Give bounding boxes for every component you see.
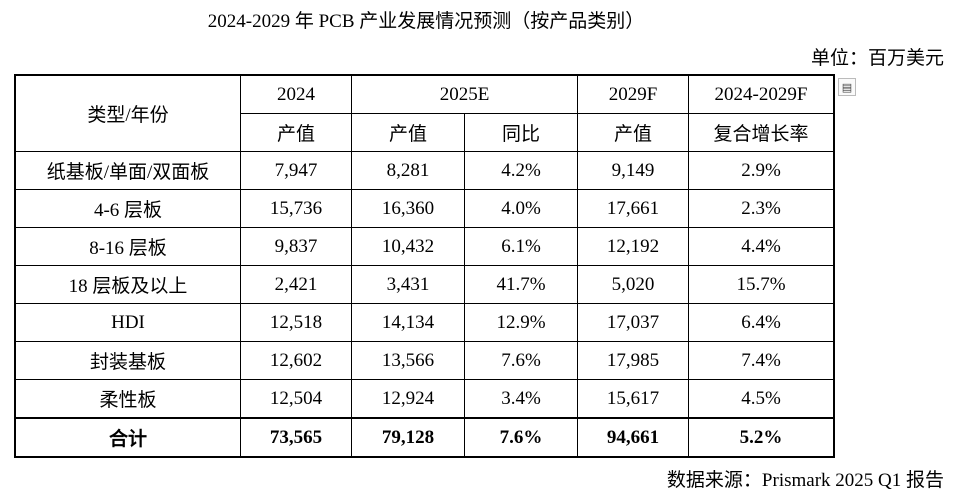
header-2024: 2024	[240, 74, 352, 114]
total-type: 合计	[14, 417, 241, 458]
cell-type: 封装基板	[14, 341, 241, 380]
cell-yoy: 7.6%	[464, 341, 578, 380]
header-2029f: 2029F	[577, 74, 689, 114]
table-row: 纸基板/单面/双面板 7,947 8,281 4.2% 9,149 2.9%	[14, 151, 835, 190]
table-row: 18 层板及以上 2,421 3,431 41.7% 5,020 15.7%	[14, 265, 835, 304]
header-row-1: 类型/年份 2024 2025E 2029F 2024-2029F	[14, 74, 835, 152]
cell-yoy: 4.2%	[464, 151, 578, 190]
cell-2029: 17,985	[577, 341, 689, 380]
cell-2029: 17,661	[577, 189, 689, 228]
cell-cagr: 4.5%	[688, 379, 835, 419]
header-cagr-period: 2024-2029F	[688, 74, 835, 114]
total-cagr: 5.2%	[688, 417, 835, 458]
header-yoy: 同比	[464, 113, 578, 152]
cell-2024: 12,602	[240, 341, 352, 380]
cell-2029: 15,617	[577, 379, 689, 419]
cell-type: 纸基板/单面/双面板	[14, 151, 241, 190]
cell-2024: 2,421	[240, 265, 352, 304]
total-2029: 94,661	[577, 417, 689, 458]
total-2024: 73,565	[240, 417, 352, 458]
cell-2029: 5,020	[577, 265, 689, 304]
cell-yoy: 6.1%	[464, 227, 578, 266]
cell-2024: 9,837	[240, 227, 352, 266]
cell-yoy: 41.7%	[464, 265, 578, 304]
header-output-2029: 产值	[577, 113, 689, 152]
header-output-2024: 产值	[240, 113, 352, 152]
cell-2025: 10,432	[351, 227, 465, 266]
cell-cagr: 7.4%	[688, 341, 835, 380]
cell-type: 18 层板及以上	[14, 265, 241, 304]
table-row: 柔性板 12,504 12,924 3.4% 15,617 4.5%	[14, 379, 835, 419]
cell-2024: 12,518	[240, 303, 352, 342]
cell-cagr: 6.4%	[688, 303, 835, 342]
cell-type: HDI	[14, 303, 241, 342]
cell-2025: 16,360	[351, 189, 465, 228]
cell-2025: 13,566	[351, 341, 465, 380]
table-row: 4-6 层板 15,736 16,360 4.0% 17,661 2.3%	[14, 189, 835, 228]
expand-icon[interactable]: ▤	[838, 78, 856, 96]
header-type-year: 类型/年份	[14, 74, 241, 152]
pcb-forecast-table: 类型/年份 2024 2025E 2029F 2024-2029F 产值 产值 …	[14, 74, 835, 458]
header-2025e: 2025E	[351, 74, 578, 114]
header-output-2025: 产值	[351, 113, 465, 152]
cell-type: 8-16 层板	[14, 227, 241, 266]
table-title: 2024-2029 年 PCB 产业发展情况预测（按产品类别）	[207, 11, 645, 32]
cell-2029: 12,192	[577, 227, 689, 266]
total-2025: 79,128	[351, 417, 465, 458]
cell-2025: 12,924	[351, 379, 465, 419]
cell-yoy: 3.4%	[464, 379, 578, 419]
cell-cagr: 4.4%	[688, 227, 835, 266]
cell-type: 4-6 层板	[14, 189, 241, 228]
cell-2029: 9,149	[577, 151, 689, 190]
cell-type: 柔性板	[14, 379, 241, 419]
data-source: 数据来源：Prismark 2025 Q1 报告	[666, 470, 944, 491]
cell-cagr: 2.9%	[688, 151, 835, 190]
cell-2025: 8,281	[351, 151, 465, 190]
unit-label: 单位：百万美元	[810, 48, 944, 69]
cell-2024: 15,736	[240, 189, 352, 228]
table-row: 封装基板 12,602 13,566 7.6% 17,985 7.4%	[14, 341, 835, 380]
cell-2029: 17,037	[577, 303, 689, 342]
table-row: 8-16 层板 9,837 10,432 6.1% 12,192 4.4%	[14, 227, 835, 266]
cell-yoy: 12.9%	[464, 303, 578, 342]
cell-2025: 14,134	[351, 303, 465, 342]
cell-cagr: 15.7%	[688, 265, 835, 304]
cell-2024: 12,504	[240, 379, 352, 419]
total-row: 合计 73,565 79,128 7.6% 94,661 5.2%	[14, 417, 835, 458]
cell-cagr: 2.3%	[688, 189, 835, 228]
cell-yoy: 4.0%	[464, 189, 578, 228]
header-row-2: 产值 产值 同比 产值 复合增长率	[15, 113, 835, 152]
cell-2024: 7,947	[240, 151, 352, 190]
table-row: HDI 12,518 14,134 12.9% 17,037 6.4%	[14, 303, 835, 342]
header-cagr: 复合增长率	[688, 113, 835, 152]
cell-2025: 3,431	[351, 265, 465, 304]
total-yoy: 7.6%	[464, 417, 578, 458]
